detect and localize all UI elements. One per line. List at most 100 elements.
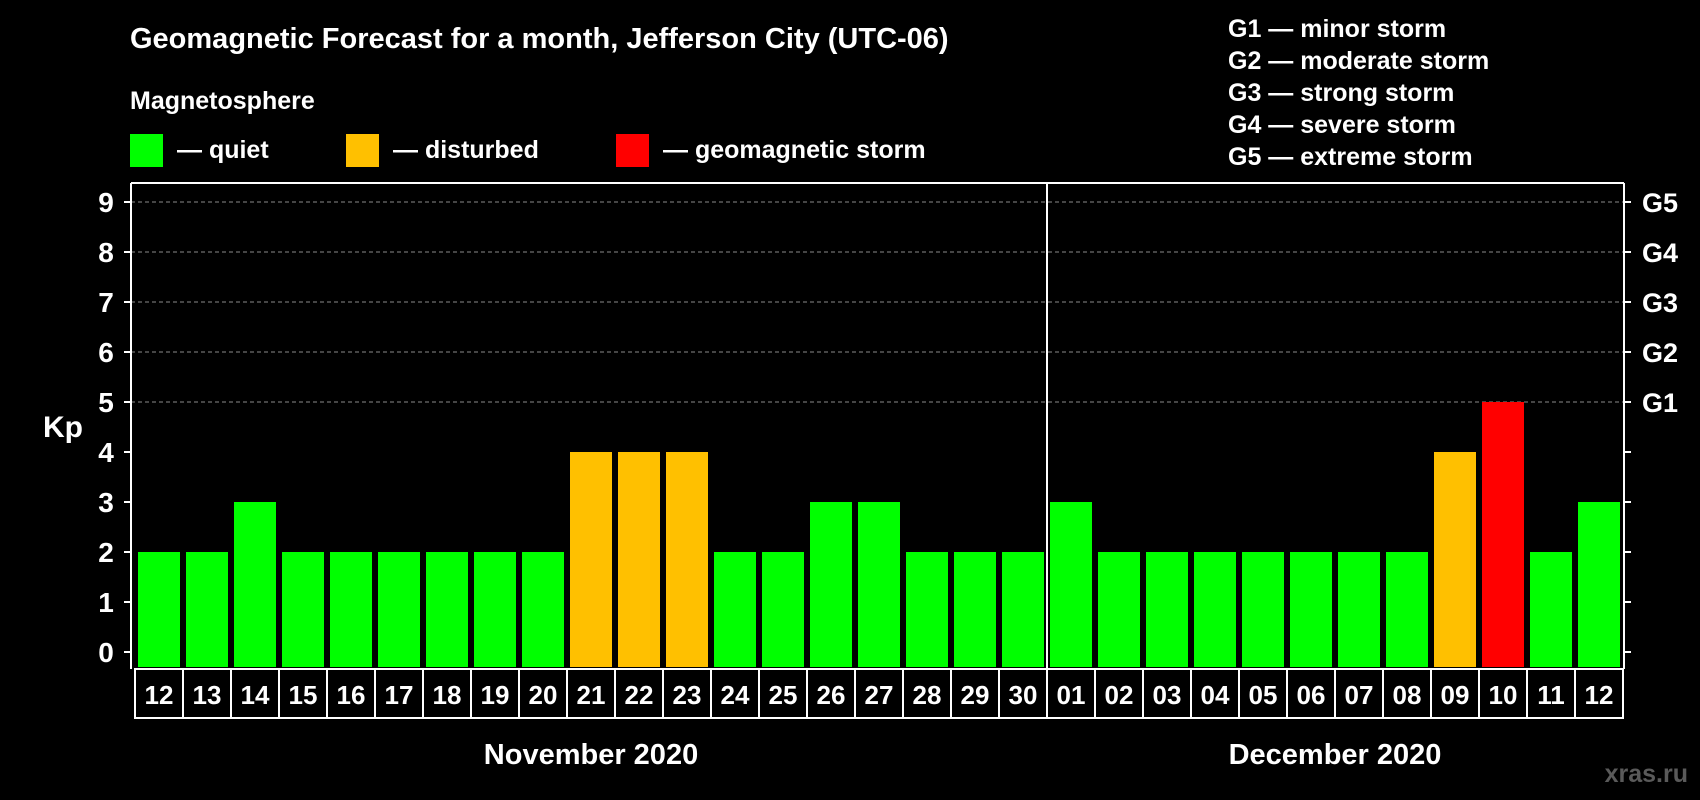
day-label: 28: [913, 680, 942, 710]
legend-swatch-2: [346, 134, 379, 167]
day-label: 16: [337, 680, 366, 710]
axes: [124, 182, 1631, 669]
legend-label-3: — geomagnetic storm: [663, 136, 926, 164]
day-label: 21: [577, 680, 606, 710]
watermark: xras.ru: [1605, 760, 1688, 788]
y-tick-labels: 0 1 2 3 4 5 6 7 8 9: [98, 187, 114, 668]
day-label: 18: [433, 680, 462, 710]
grid-lines: [131, 201, 1624, 403]
legend-label-1: — quiet: [177, 136, 269, 164]
month-label-1: November 2020: [484, 739, 698, 771]
legend-swatch-3: [616, 134, 649, 167]
y-tick-label: 0: [98, 637, 114, 668]
storm-level-label: G2: [1642, 338, 1678, 368]
day-label: 25: [769, 680, 798, 710]
day-label: 08: [1393, 680, 1422, 710]
day-cell: [1574, 668, 1624, 719]
storm-scale-legend: G1 — minor storm G2 — moderate storm G3 — …: [1228, 15, 1489, 171]
y-tick-label: 6: [98, 337, 114, 368]
bars: [138, 402, 1620, 667]
day-label: 26: [817, 680, 846, 710]
bar: [1242, 552, 1284, 667]
y-tick-label: 9: [98, 187, 114, 218]
day-label: 12: [1585, 680, 1614, 710]
day-label: 30: [1009, 680, 1038, 710]
bar: [1098, 552, 1140, 667]
legend-label-2: — disturbed: [393, 136, 539, 164]
month-label-2: December 2020: [1229, 739, 1442, 771]
bar: [1338, 552, 1380, 667]
bar: [762, 552, 804, 667]
y-tick-label: 1: [98, 587, 114, 618]
y-tick-label: 4: [98, 437, 114, 468]
bar: [954, 552, 996, 667]
storm-level-label: G1: [1642, 388, 1678, 418]
storm-level-label: G5: [1642, 188, 1678, 218]
y-axis-label: Kp: [43, 411, 83, 444]
day-label: 14: [241, 680, 270, 710]
storm-level-labels: G1 G2 G3 G4 G5: [1642, 188, 1678, 418]
bar: [186, 552, 228, 667]
bar: [1386, 552, 1428, 667]
day-label: 24: [721, 680, 750, 710]
day-label: 29: [961, 680, 990, 710]
legend-title: Magnetosphere: [130, 87, 315, 115]
bar: [426, 552, 468, 667]
legend: — quiet — disturbed — geomagnetic storm: [130, 134, 926, 167]
bar: [1194, 552, 1236, 667]
day-label: 07: [1345, 680, 1374, 710]
storm-legend-item: G2 — moderate storm: [1228, 47, 1489, 75]
storm-level-label: G3: [1642, 288, 1678, 318]
bar: [570, 452, 612, 667]
day-label: 05: [1249, 680, 1278, 710]
day-label: 04: [1201, 680, 1230, 710]
day-label: 03: [1153, 680, 1182, 710]
bar: [330, 552, 372, 667]
day-label: 02: [1105, 680, 1134, 710]
day-label: 11: [1537, 680, 1565, 710]
bar: [1050, 502, 1092, 667]
day-label: 10: [1489, 680, 1518, 710]
bar: [906, 552, 948, 667]
bar: [234, 502, 276, 667]
month-labels: November 2020 December 2020: [484, 739, 1442, 771]
day-label: 09: [1441, 680, 1470, 710]
bar: [1146, 552, 1188, 667]
y-tick-label: 2: [98, 537, 114, 568]
day-label: 06: [1297, 680, 1326, 710]
bar: [666, 452, 708, 667]
storm-legend-item: G4 — severe storm: [1228, 111, 1456, 139]
bar: [522, 552, 564, 667]
day-label: 13: [193, 680, 222, 710]
bar: [810, 502, 852, 667]
storm-legend-item: G3 — strong storm: [1228, 79, 1454, 107]
bar: [474, 552, 516, 667]
y-tick-label: 8: [98, 237, 114, 268]
bar: [1530, 552, 1572, 667]
day-label: 12: [145, 680, 174, 710]
bar: [1290, 552, 1332, 667]
bar: [378, 552, 420, 667]
y-tick-label: 3: [98, 487, 114, 518]
bar: [1002, 552, 1044, 667]
bar: [714, 552, 756, 667]
chart-title: Geomagnetic Forecast for a month, Jeffer…: [130, 23, 949, 55]
storm-legend-item: G5 — extreme storm: [1228, 143, 1473, 171]
day-label: 23: [673, 680, 702, 710]
day-label: 22: [625, 680, 654, 710]
bar: [858, 502, 900, 667]
bar: [618, 452, 660, 667]
day-label: 01: [1057, 680, 1086, 710]
y-tick-label: 7: [98, 287, 114, 318]
day-labels: 12 13 14 15 16 17 18 19 20 21 22 23 24 25 26 27 28 29 30 01…: [134, 668, 1624, 719]
storm-level-label: G4: [1642, 238, 1678, 268]
bar: [1578, 502, 1620, 667]
day-label: 27: [865, 680, 894, 710]
bar: [1434, 452, 1476, 667]
storm-legend-item: G1 — minor storm: [1228, 15, 1446, 43]
bar: [1482, 402, 1524, 667]
y-tick-label: 5: [98, 387, 114, 418]
bar: [282, 552, 324, 667]
day-label: 15: [289, 680, 318, 710]
